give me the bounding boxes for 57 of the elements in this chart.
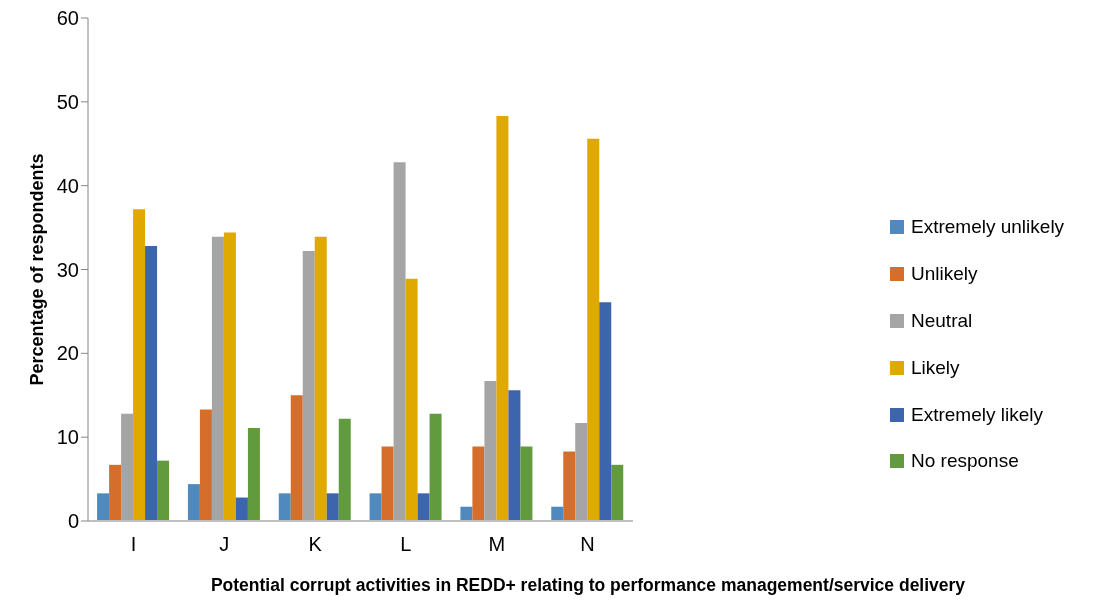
y-tick-label: 20 [56,342,79,365]
bar [338,418,351,521]
legend-label: Neutral [911,309,973,332]
bar [393,162,406,521]
y-tick-label: 40 [56,174,79,197]
bar [247,427,260,521]
bar [496,116,509,521]
bar [290,395,303,521]
bar [235,497,248,521]
y-tick-label: 50 [56,90,79,113]
bar [484,381,497,521]
bar [508,390,521,521]
y-tick-label: 10 [56,426,79,449]
bar [223,232,236,521]
x-tick-label: N [580,533,595,556]
x-tick-label: K [308,533,323,556]
bar [187,484,200,521]
legend-label: No response [911,450,1019,473]
bar [599,302,612,521]
bar [133,209,146,521]
y-axis-title: Percentage of respondents [27,153,47,386]
bar [302,251,315,521]
bar [472,446,485,521]
bar [157,460,170,521]
bar [405,278,418,521]
y-tick-label: 0 [67,510,79,533]
bar [145,246,158,521]
legend-label: Extremely unlikely [911,216,1065,239]
bar [460,506,473,521]
x-tick-label: J [219,533,230,556]
bar [121,413,134,521]
bar [278,493,291,521]
bar [211,236,224,521]
bar [314,236,327,521]
bar [551,506,564,521]
bar [199,409,212,521]
bar [587,138,600,521]
x-tick-label: L [400,533,412,556]
bar [381,446,394,521]
bar [611,464,624,521]
x-axis-title: Potential corrupt activities in REDD+ relating to performance management/service delivery [210,575,966,595]
y-tick-label: 30 [56,258,79,281]
legend-label: Unlikely [911,263,978,286]
y-tick-label: 60 [56,7,79,30]
bar [429,413,442,521]
bar [575,422,588,521]
x-tick-label: I [130,533,137,556]
x-tick-label: M [488,533,506,556]
bar [520,446,533,521]
bar [109,464,122,521]
legend-label: Extremely likely [911,403,1043,426]
bar [369,493,382,521]
bar [563,451,576,521]
bar [97,493,110,521]
legend-label: Likely [911,356,960,379]
bar [417,493,430,521]
bar [326,493,339,521]
